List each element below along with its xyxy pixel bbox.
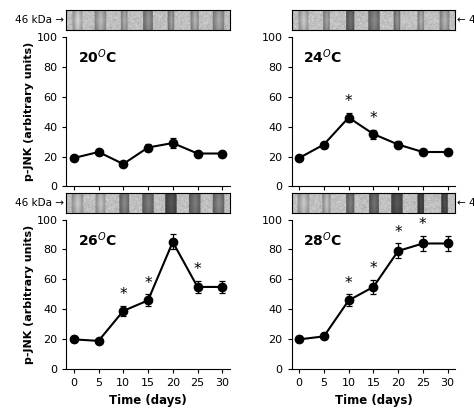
Text: ← 46 kDa: ← 46 kDa [457,198,474,208]
Text: *: * [144,276,152,290]
X-axis label: Time (days): Time (days) [109,394,187,407]
Text: *: * [419,217,427,232]
Text: 24$^O$C: 24$^O$C [303,47,342,66]
Text: *: * [119,287,127,302]
Text: 46 kDa →: 46 kDa → [15,198,64,208]
Text: *: * [394,225,402,240]
Text: *: * [370,261,377,276]
Text: 28$^O$C: 28$^O$C [303,230,342,249]
Text: *: * [194,262,201,277]
Text: 26$^O$C: 26$^O$C [78,230,117,249]
Y-axis label: p-JNK (arbitrary units): p-JNK (arbitrary units) [24,225,34,364]
Text: *: * [345,94,353,109]
Text: *: * [345,276,353,290]
Text: 46 kDa →: 46 kDa → [15,15,64,25]
X-axis label: Time (days): Time (days) [335,394,412,407]
Text: 20$^O$C: 20$^O$C [78,47,117,66]
Text: ← 46 kDa: ← 46 kDa [457,15,474,25]
Text: *: * [370,111,377,126]
Y-axis label: p-JNK (arbitrary units): p-JNK (arbitrary units) [24,42,34,181]
